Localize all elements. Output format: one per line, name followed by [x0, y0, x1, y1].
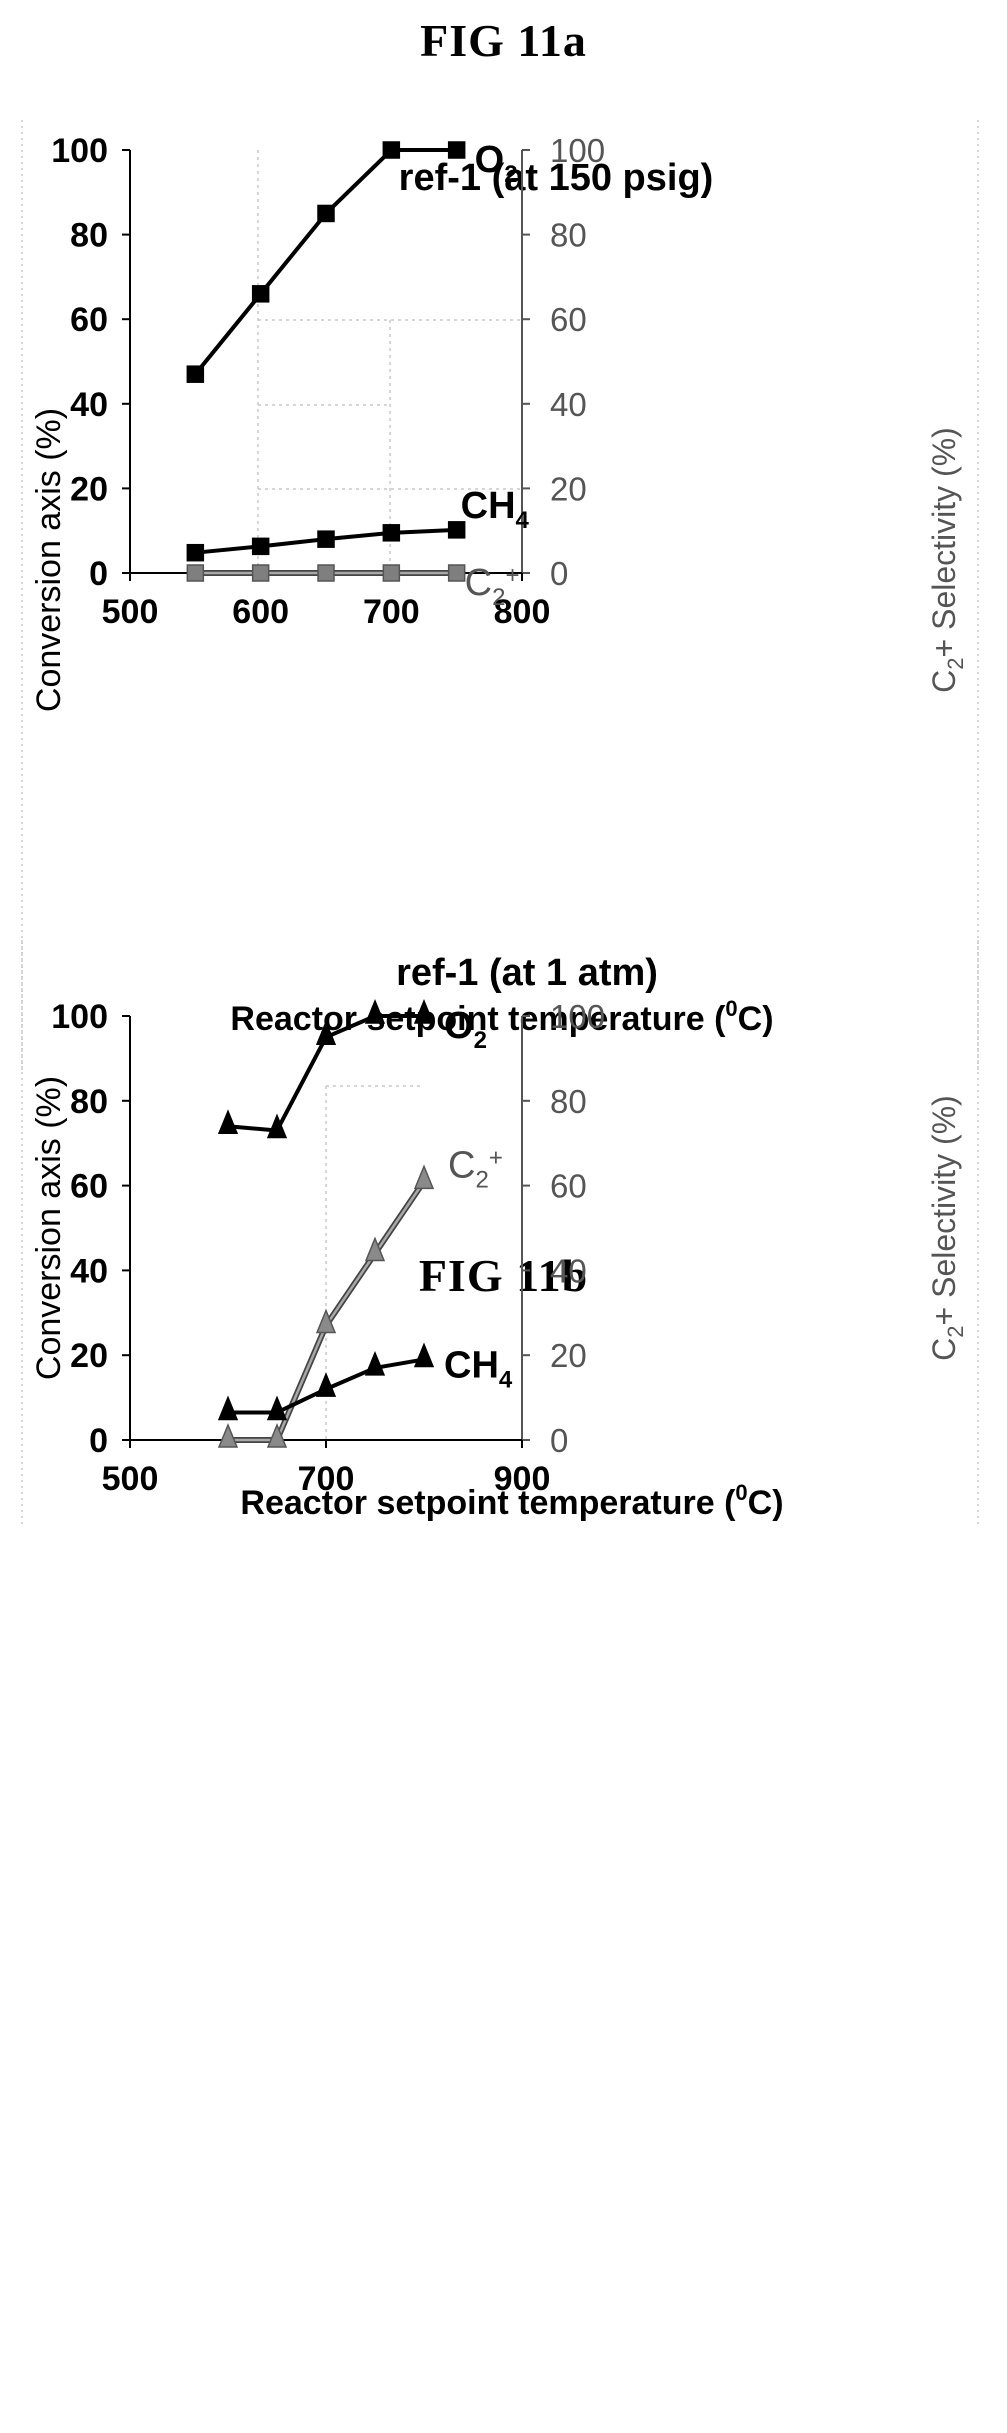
y-tick-label: 80 [70, 217, 108, 255]
y-axis-label: Conversion axis (%) [30, 1076, 68, 1380]
chart-ref1-150psig: ref-1 (at 150 psig) 0 0 20 20 40 40 60 60 80 80 10… [21, 120, 979, 1070]
x-tick-label: 700 [363, 593, 420, 631]
y-tick-label: 100 [51, 132, 108, 170]
data-point [251, 564, 270, 582]
data-point [413, 999, 435, 1024]
chart-ref1-1atm: ref-1 (at 1 atm) 0 0 20 20 40 40 60 60 80 80 100 10… [21, 940, 979, 1525]
data-point [382, 564, 401, 582]
data-point [251, 537, 270, 556]
y2-tick-label: 60 [550, 1168, 587, 1205]
data-point [317, 204, 335, 223]
y2-tick-label: 60 [550, 301, 587, 338]
y-tick-label: 60 [70, 301, 108, 339]
x-tick-label: 600 [232, 593, 289, 631]
x-tick-label: 700 [298, 1460, 355, 1498]
data-point [217, 1395, 239, 1421]
data-point [447, 521, 466, 539]
y-tick-label: 60 [70, 1168, 108, 1206]
x-axis-label: Reactor setpoint temperature (0C) [230, 996, 773, 1038]
data-point [186, 564, 205, 582]
data-point [382, 524, 401, 542]
y-tick-label: 20 [70, 470, 108, 508]
data-point [186, 543, 205, 562]
x-tick-label: 500 [102, 593, 159, 631]
data-point [315, 1372, 337, 1397]
y2-axis-label: C2+ Selectivity (%) [926, 427, 968, 693]
y2-tick-label: 0 [550, 555, 568, 592]
data-point [315, 1020, 337, 1045]
y2-tick-label: 40 [550, 1252, 587, 1289]
y2-tick-label: 20 [550, 1337, 587, 1374]
data-point [364, 999, 386, 1024]
x-tick-label: 900 [494, 1460, 551, 1498]
data-point [186, 365, 205, 383]
series-label: C2+ [465, 562, 520, 611]
data-point [364, 1236, 386, 1262]
y-axis-label: Conversion axis (%) [30, 408, 68, 712]
series-label: C2+ [448, 1144, 503, 1193]
series-label: CH4 [461, 485, 530, 534]
series-label: CH4 [444, 1344, 513, 1393]
y-tick-label: 80 [70, 1083, 108, 1121]
chart-title: ref-1 (at 1 atm) [396, 952, 658, 994]
y2-axis-label: C2+ Selectivity (%) [926, 1095, 968, 1361]
chart-title: ref-1 (at 150 psig) [399, 157, 714, 199]
y-tick-label: 40 [70, 386, 108, 424]
y-tick-label: 0 [89, 555, 108, 593]
x-tick-label: 500 [102, 1460, 159, 1498]
x-tick-label: 800 [494, 593, 551, 631]
y2-tick-label: 80 [550, 1083, 587, 1120]
data-point [266, 1423, 288, 1448]
data-point [364, 1350, 386, 1376]
y2-tick-label: 80 [550, 217, 587, 254]
data-point [317, 564, 335, 582]
y2-tick-label: 20 [550, 470, 587, 507]
series-label: O2 [475, 139, 518, 188]
y2-tick-label: 40 [550, 386, 587, 423]
data-point [382, 141, 401, 159]
data-point [447, 564, 466, 582]
data-point [266, 1113, 288, 1139]
data-point [447, 141, 466, 159]
data-point [217, 1109, 239, 1134]
x-axis-label: Reactor setpoint temperature (0C) [240, 1480, 783, 1522]
figure-label-11a: FIG 11a [420, 15, 587, 66]
y-tick-label: 0 [89, 1422, 108, 1460]
data-point [315, 1308, 337, 1334]
data-point [413, 1342, 435, 1368]
data-point [217, 1423, 239, 1448]
y2-tick-label: 0 [550, 1422, 568, 1459]
data-point [413, 1164, 435, 1190]
data-point [266, 1395, 288, 1421]
y-tick-label: 100 [51, 998, 108, 1036]
data-point [251, 285, 270, 303]
y2-tick-label: 100 [550, 998, 605, 1035]
y-tick-label: 40 [70, 1252, 108, 1290]
y-tick-label: 20 [70, 1337, 108, 1375]
figure-label-11b: FIG 11b [418, 1250, 589, 1301]
data-point [317, 530, 335, 548]
series-label: O2 [444, 1005, 487, 1054]
y2-tick-label: 100 [550, 132, 605, 169]
